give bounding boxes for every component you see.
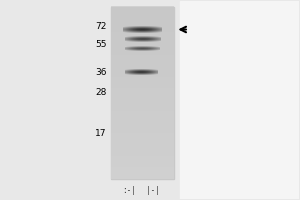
Text: 17: 17 <box>95 129 107 138</box>
Text: 28: 28 <box>95 88 107 97</box>
Bar <box>180 1 299 199</box>
Bar <box>111 7 174 179</box>
Text: 55: 55 <box>95 40 107 49</box>
Text: 36: 36 <box>95 68 107 77</box>
Text: :-|: :-| <box>122 186 136 195</box>
Text: 72: 72 <box>95 22 107 31</box>
Text: |-|: |-| <box>146 186 160 195</box>
